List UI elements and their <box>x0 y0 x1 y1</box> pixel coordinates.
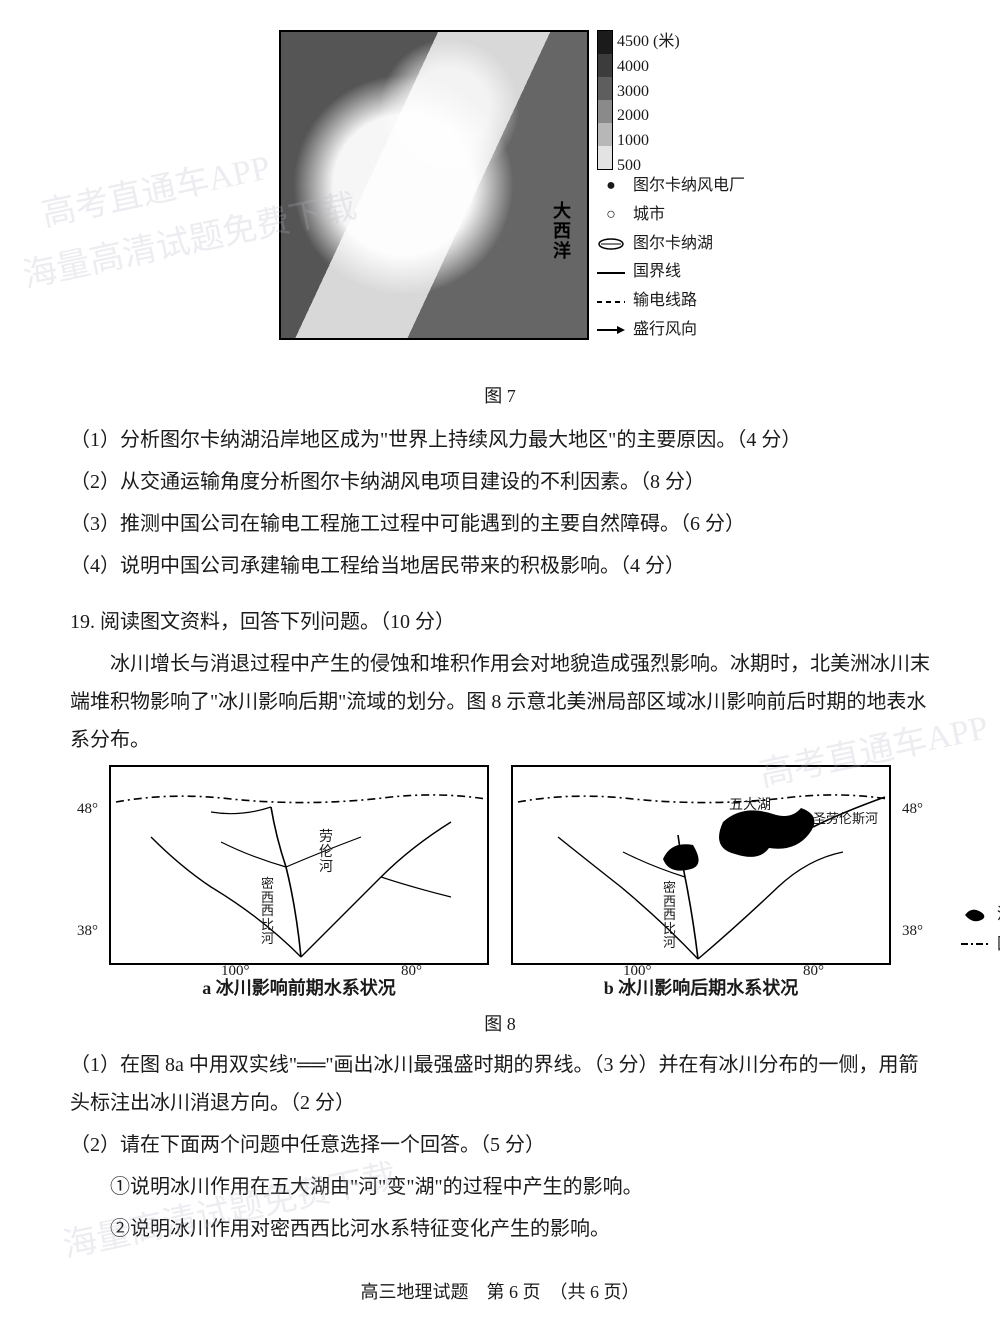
x-tick: 80° <box>401 957 422 986</box>
ocean-label: 大 西 洋 <box>553 202 571 261</box>
fig7-legend: 4500 (米) 4000 3000 2000 1000 500 ● 图尔卡纳风电… <box>597 30 745 343</box>
dot-icon: ● <box>597 174 625 199</box>
page-footer: 高三地理试题 第 6 页 （共 6 页） <box>0 1275 1000 1309</box>
fig7-map: 8° 4° 0° 4° 34° 38° 42° 大 西 洋 <box>279 30 589 340</box>
y-tick: 38° <box>902 917 923 946</box>
figure-8: 48° 38° 100° 80° 劳 伦 河 密 西 西 比 河 48° <box>70 765 930 1041</box>
river-label: 密 西 西 比 河 <box>261 877 274 945</box>
question-19-2: （2）请在下面两个问题中任意选择一个回答。（5 分） <box>70 1126 930 1164</box>
fig7-caption: 图 7 <box>70 379 930 413</box>
y-tick: 48° <box>902 795 923 824</box>
legend-label: 图尔卡纳湖 <box>633 232 713 257</box>
fig8-legend: 河湖 国界 <box>961 898 1000 957</box>
question-19-2b: ②说明冰川作用对密西西比河水系特征变化产生的影响。 <box>70 1210 930 1248</box>
question-19-title: 19. 阅读图文资料，回答下列问题。（10 分） <box>70 603 930 641</box>
river-label: 圣劳伦斯河 <box>813 807 878 832</box>
question-19-intro: 冰川增长与消退过程中产生的侵蚀和堆积作用会对地貌造成强烈影响。冰期时，北美洲冰川… <box>70 645 930 759</box>
y-tick: 38° <box>77 917 98 946</box>
question-17-1: （1）分析图尔卡纳湖沿岸地区成为"世界上持续风力最大地区"的主要原因。（4 分） <box>70 421 930 459</box>
elevation-labels: 4500 (米) 4000 3000 2000 1000 500 <box>613 30 680 170</box>
legend-label: 国界线 <box>633 260 681 285</box>
lake-blob-icon <box>961 907 989 923</box>
arrow-icon <box>597 325 625 335</box>
elevation-bar <box>597 30 613 170</box>
fig8a-caption: a 冰川影响前期水系状况 <box>109 971 489 1005</box>
river-label: 密 西 西 比 河 <box>663 881 676 949</box>
x-tick: 80° <box>803 957 824 986</box>
question-17-4: （4）说明中国公司承建输电工程给当地居民带来的积极影响。（4 分） <box>70 547 930 585</box>
x-tick: 38° <box>431 332 453 340</box>
x-tick: 100° <box>221 957 250 986</box>
question-19-1: （1）在图 8a 中用双实线"══"画出冰川最强盛时期的界线。（3 分）并在有冰… <box>70 1046 930 1122</box>
figure-7: 8° 4° 0° 4° 34° 38° 42° 大 西 洋 4500 (米) 4… <box>70 30 930 413</box>
x-tick: 100° <box>623 957 652 986</box>
legend-label: 城市 <box>633 203 665 228</box>
y-tick: 48° <box>77 795 98 824</box>
question-17-2: （2）从交通运输角度分析图尔卡纳湖风电项目建设的不利因素。（8 分） <box>70 463 930 501</box>
border-line-icon <box>961 941 989 947</box>
dash-line-icon <box>597 299 625 305</box>
solid-line-icon <box>597 270 625 276</box>
question-17-3: （3）推测中国公司在输电工程施工过程中可能遇到的主要自然障碍。（6 分） <box>70 505 930 543</box>
legend-label: 输电线路 <box>633 289 697 314</box>
lake-icon <box>597 237 625 251</box>
fig8b-caption: b 冰川影响后期水系状况 <box>511 971 891 1005</box>
lakes-label: 五大湖 <box>729 793 771 820</box>
fig8-caption: 图 8 <box>70 1007 930 1041</box>
fig8-map-a: 48° 38° 100° 80° 劳 伦 河 密 西 西 比 河 <box>109 765 489 965</box>
river-label: 劳 伦 河 <box>319 831 333 875</box>
legend-label: 图尔卡纳风电厂 <box>633 174 745 199</box>
legend-label: 盛行风向 <box>633 318 697 343</box>
x-tick: 42° <box>521 332 543 340</box>
x-tick: 34° <box>341 332 363 340</box>
circle-icon: ○ <box>597 203 625 228</box>
fig8-map-b: 48° 38° 100° 80° 五大湖 圣劳伦斯河 密 西 西 比 河 河湖 … <box>511 765 891 965</box>
question-19-2a: ①说明冰川作用在五大湖由"河"变"湖"的过程中产生的影响。 <box>70 1168 930 1206</box>
